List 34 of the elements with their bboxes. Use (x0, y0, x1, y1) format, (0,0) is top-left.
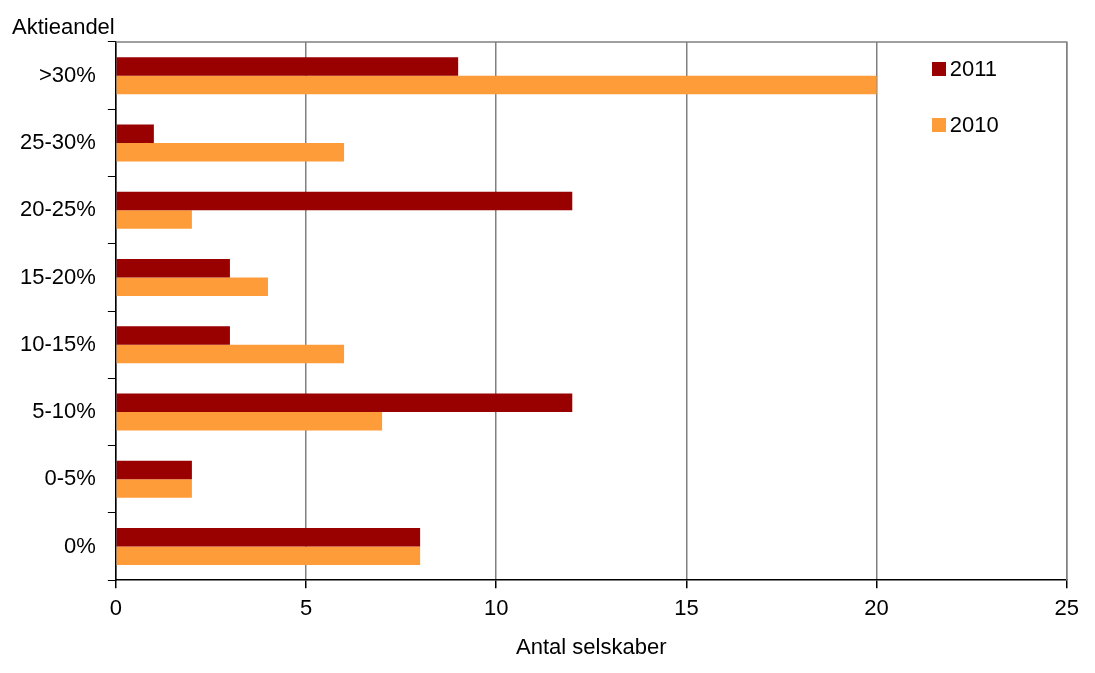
y-tick-label: 20-25% (19, 196, 96, 222)
bar (116, 57, 459, 76)
y-tick-label: 10-15% (19, 330, 96, 356)
x-tick-label: 15 (674, 595, 699, 621)
bar (116, 210, 192, 229)
y-tick-label: 0-5% (44, 465, 96, 491)
bar (116, 75, 877, 95)
bar (116, 393, 573, 413)
bar (116, 412, 383, 431)
bar (116, 528, 421, 547)
bar (116, 546, 421, 566)
bar (116, 479, 192, 498)
x-axis-title: Antal selskaber (516, 633, 667, 659)
x-tick-label: 5 (299, 595, 313, 621)
bar (116, 277, 268, 296)
bar (116, 258, 230, 278)
bar (116, 326, 230, 345)
bar (116, 142, 345, 162)
bar (116, 344, 345, 364)
legend-label: 2010 (949, 112, 999, 138)
x-tick-label: 20 (864, 595, 889, 621)
y-tick-label: 0% (64, 532, 96, 558)
x-tick-label: 25 (1054, 595, 1080, 621)
bar (116, 460, 192, 480)
x-tick-label: 0 (109, 595, 122, 621)
legend-label: 2011 (949, 56, 998, 82)
x-tick-label: 10 (483, 595, 509, 621)
y-tick-label: >30% (38, 61, 96, 87)
y-tick-label: 5-10% (32, 398, 96, 424)
y-tick-label: 15-20% (19, 263, 96, 289)
y-tick-label: 25-30% (19, 128, 96, 154)
y-axis-title: Aktieandel (12, 14, 115, 40)
bar (116, 191, 573, 211)
bar (116, 124, 154, 143)
